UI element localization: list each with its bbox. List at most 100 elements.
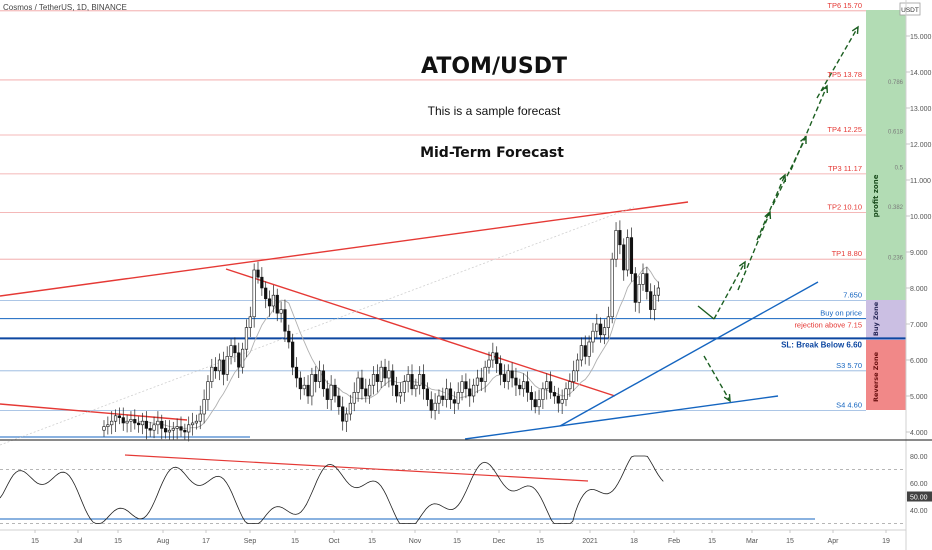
- candle-up: [252, 269, 256, 318]
- candle-up: [210, 366, 214, 382]
- candle-down: [452, 399, 456, 404]
- zone-boxes: [866, 10, 906, 410]
- time-tick-label: 15: [368, 538, 376, 545]
- candle-up: [541, 388, 545, 400]
- oscillator-axis[interactable]: 80.00 60.00 40.00 50.00: [907, 454, 932, 515]
- candle-up: [595, 323, 599, 332]
- candle-up: [248, 316, 252, 328]
- time-tick-label: Dec: [493, 538, 506, 545]
- rising-support-line: [559, 281, 819, 427]
- candle-down: [179, 426, 183, 431]
- price-tick-label: 15.000: [910, 34, 932, 41]
- candle-up: [241, 348, 245, 368]
- fib-label: 0.786: [888, 80, 904, 86]
- candle-up: [418, 374, 422, 386]
- candle-down: [341, 406, 345, 422]
- level-label-info: 7.650: [843, 291, 862, 300]
- candle-down: [599, 323, 603, 336]
- time-tick-label: Mar: [746, 538, 759, 545]
- level-label-tp: TP3 11.17: [828, 164, 862, 173]
- candle-up: [652, 294, 657, 310]
- time-tick-label: 15: [291, 538, 299, 545]
- candle-down: [629, 237, 634, 274]
- candle-up: [602, 327, 607, 336]
- level-label-tp: TP1 8.80: [832, 249, 862, 258]
- oscillator-divergence-line: [124, 454, 589, 482]
- candle-up: [175, 426, 179, 429]
- price-tick-label: 12.000: [910, 142, 932, 149]
- forecast-arrow-tp1: [713, 261, 746, 320]
- candle-up: [317, 370, 322, 382]
- oscillator-tick-label: 60.00: [910, 481, 928, 488]
- time-tick-label: 15: [786, 538, 794, 545]
- candle-down: [510, 370, 514, 379]
- candle-up: [475, 377, 480, 386]
- candle-up: [371, 374, 376, 386]
- candle-up: [310, 374, 314, 397]
- currency-badge-box[interactable]: [899, 2, 921, 16]
- time-tick-label: 15: [114, 538, 122, 545]
- candle-up: [641, 273, 645, 285]
- faint-channel-line: [0, 206, 635, 446]
- level-lines: [0, 10, 906, 411]
- candle-up: [545, 381, 549, 390]
- trendlines: [0, 201, 819, 446]
- candle-down: [502, 374, 507, 382]
- time-tick-label: 15: [453, 538, 461, 545]
- candle-down: [529, 392, 533, 400]
- candle-up: [610, 258, 614, 318]
- candle-down: [148, 428, 152, 431]
- time-tick-label: 18: [630, 538, 638, 545]
- candle-down: [237, 352, 241, 368]
- fib-label: 0.618: [888, 129, 904, 135]
- candle-down: [498, 363, 503, 375]
- candle-up: [368, 384, 372, 397]
- forecast-horizon-label: Mid-Term Forecast: [420, 145, 564, 161]
- candle-up: [471, 384, 476, 397]
- time-axis[interactable]: 15 Jul 15 Aug 17 Sep 15 Oct 15 Nov 15 Dec 15 2021 18 Fe…: [31, 530, 890, 545]
- candle-up: [456, 392, 460, 404]
- reverse-arrow-head: [723, 393, 731, 403]
- candle-down: [548, 381, 553, 393]
- descending-resistance-line: [225, 268, 616, 397]
- time-tick-label: 17: [202, 538, 210, 545]
- candle-down: [137, 422, 141, 426]
- forecast-arrow-tp4-head: [800, 135, 807, 145]
- candle-up: [156, 420, 160, 426]
- price-tick-label: 11.000: [910, 178, 931, 185]
- candle-up: [167, 429, 172, 433]
- level-labels: TP6 15.70 TP5 13.78 TP4 12.25 TP3 11.17 TP2 …: [781, 1, 904, 410]
- candle-up: [217, 359, 222, 372]
- candle-up: [344, 413, 349, 422]
- fib-label: 0.5: [895, 165, 904, 171]
- time-tick-label: Oct: [329, 538, 340, 545]
- price-tick-label: 4.000: [910, 430, 928, 437]
- candle-up: [387, 370, 391, 379]
- candle-down: [264, 287, 268, 300]
- ascending-resistance-line: [0, 201, 689, 297]
- forecast-arrow-tp2-head: [764, 210, 772, 220]
- forecast-arrow-tp1-head: [738, 260, 746, 270]
- candle-up: [110, 420, 114, 426]
- price-tick-label: 5.000: [910, 394, 928, 401]
- lower-support-line: [464, 395, 779, 440]
- forecast-arrow-tp6-head: [851, 25, 859, 35]
- candle-up: [587, 341, 591, 357]
- forecast-arrows: [697, 25, 859, 403]
- candle-down: [514, 377, 518, 386]
- candle-up: [414, 384, 418, 390]
- candle-down: [133, 419, 137, 424]
- candle-up: [483, 366, 487, 382]
- candle-up: [279, 309, 283, 314]
- currency-badge[interactable]: USDT: [901, 7, 919, 14]
- candle-down: [410, 374, 414, 390]
- candle-down: [468, 388, 472, 397]
- candle-up: [614, 230, 618, 260]
- candle-up: [445, 388, 449, 400]
- price-axis[interactable]: 15.000 14.000 13.000 12.000 11.000 10.000 9.00…: [906, 34, 932, 437]
- candle-down: [391, 370, 395, 386]
- lower-resistance-line: [0, 403, 188, 421]
- candle-up: [591, 330, 595, 343]
